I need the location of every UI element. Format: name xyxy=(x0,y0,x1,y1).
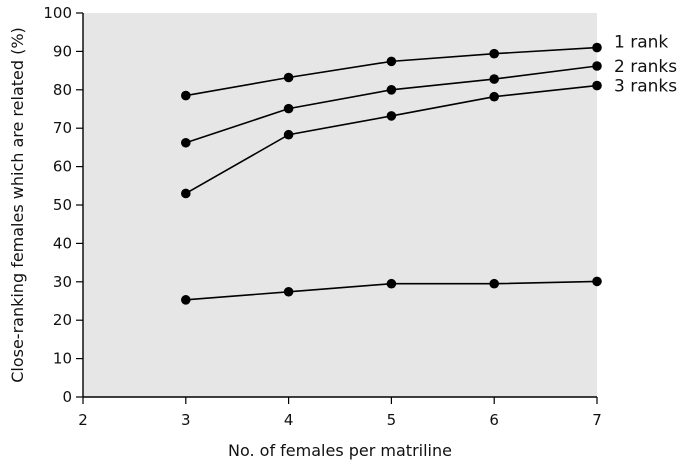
data-point xyxy=(592,61,602,71)
x-tick-label: 4 xyxy=(284,411,294,429)
y-tick-label: 0 xyxy=(62,388,72,406)
data-point xyxy=(181,295,191,305)
x-tick-label: 2 xyxy=(78,411,88,429)
y-tick-label: 80 xyxy=(53,81,72,99)
data-point xyxy=(181,137,191,148)
y-tick-label: 60 xyxy=(53,158,72,176)
y-tick-label: 50 xyxy=(53,196,72,214)
data-point xyxy=(386,278,397,289)
plot-area xyxy=(83,13,597,397)
y-axis-title: Close-ranking females which are related … xyxy=(8,27,27,383)
y-tick-label: 90 xyxy=(53,42,72,60)
y-tick-label: 30 xyxy=(53,273,72,291)
series-3 xyxy=(181,80,602,199)
data-point xyxy=(283,72,294,83)
series-1 xyxy=(181,42,602,101)
data-point xyxy=(283,286,294,297)
series-label: 3 ranks xyxy=(614,77,677,97)
series-2 xyxy=(181,61,602,148)
data-point xyxy=(489,91,500,102)
axes: 0 10 20 30 40 50 60 70 80 90 100 2 3 4 5 6 7 xyxy=(43,4,601,429)
series-4 xyxy=(181,276,602,305)
data-point xyxy=(592,276,602,287)
data-point xyxy=(181,90,191,101)
y-tick-label: 20 xyxy=(53,311,72,329)
data-point xyxy=(489,278,500,289)
data-point xyxy=(489,74,500,84)
x-tick-label: 5 xyxy=(387,411,397,429)
x-tick-label: 6 xyxy=(489,411,499,429)
data-point xyxy=(181,188,191,199)
series-label: 2 ranks xyxy=(614,57,677,77)
data-point xyxy=(386,56,397,67)
y-tick-label: 40 xyxy=(53,234,72,252)
y-tick-label: 10 xyxy=(53,350,72,368)
data-point xyxy=(386,111,397,121)
series-layer xyxy=(181,42,602,305)
data-point xyxy=(592,80,602,91)
data-point xyxy=(283,103,294,114)
data-point xyxy=(386,85,397,95)
data-point xyxy=(283,129,294,140)
series-label: 1 rank xyxy=(614,33,668,53)
y-tick-label: 100 xyxy=(43,4,72,22)
x-axis-title: No. of females per matriline xyxy=(228,441,452,460)
y-tick-label: 70 xyxy=(53,119,72,137)
data-point xyxy=(592,42,602,53)
x-tick-label: 7 xyxy=(592,411,602,429)
x-tick-label: 3 xyxy=(181,411,191,429)
data-point xyxy=(489,48,500,59)
